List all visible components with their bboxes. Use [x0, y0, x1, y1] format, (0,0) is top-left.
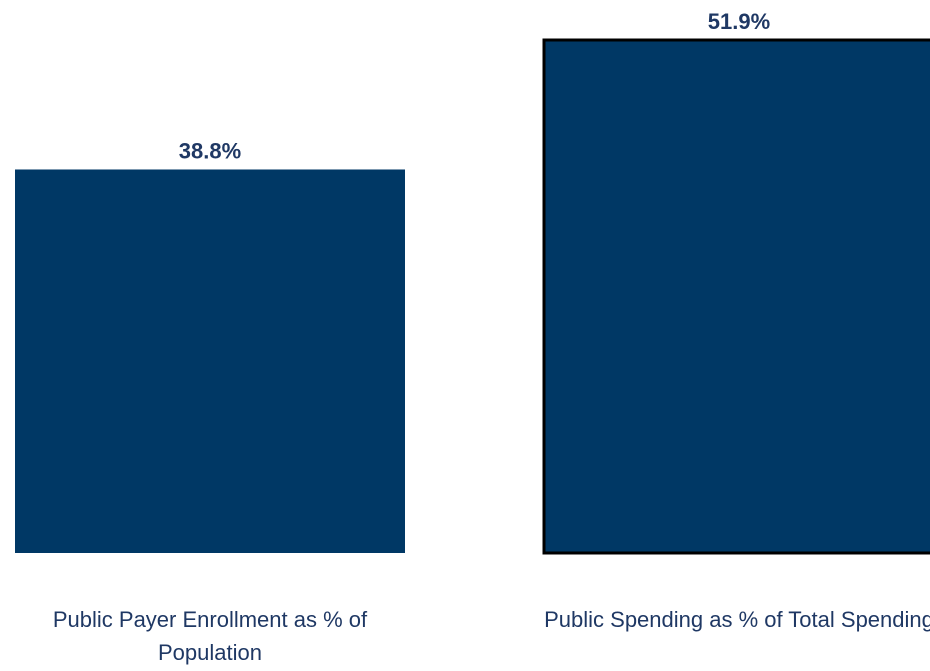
category-label-public-spending: Public Spending as % of Total Spending [544, 607, 930, 632]
data-label-public-payer-enrollment: 38.8% [179, 138, 241, 163]
category-label-public-payer-enrollment: Public Payer Enrollment as % of Populati… [52, 607, 368, 665]
data-label-public-spending: 51.9% [708, 9, 770, 34]
bar-public-spending [542, 38, 930, 555]
bar-public-payer-enrollment [15, 169, 405, 554]
